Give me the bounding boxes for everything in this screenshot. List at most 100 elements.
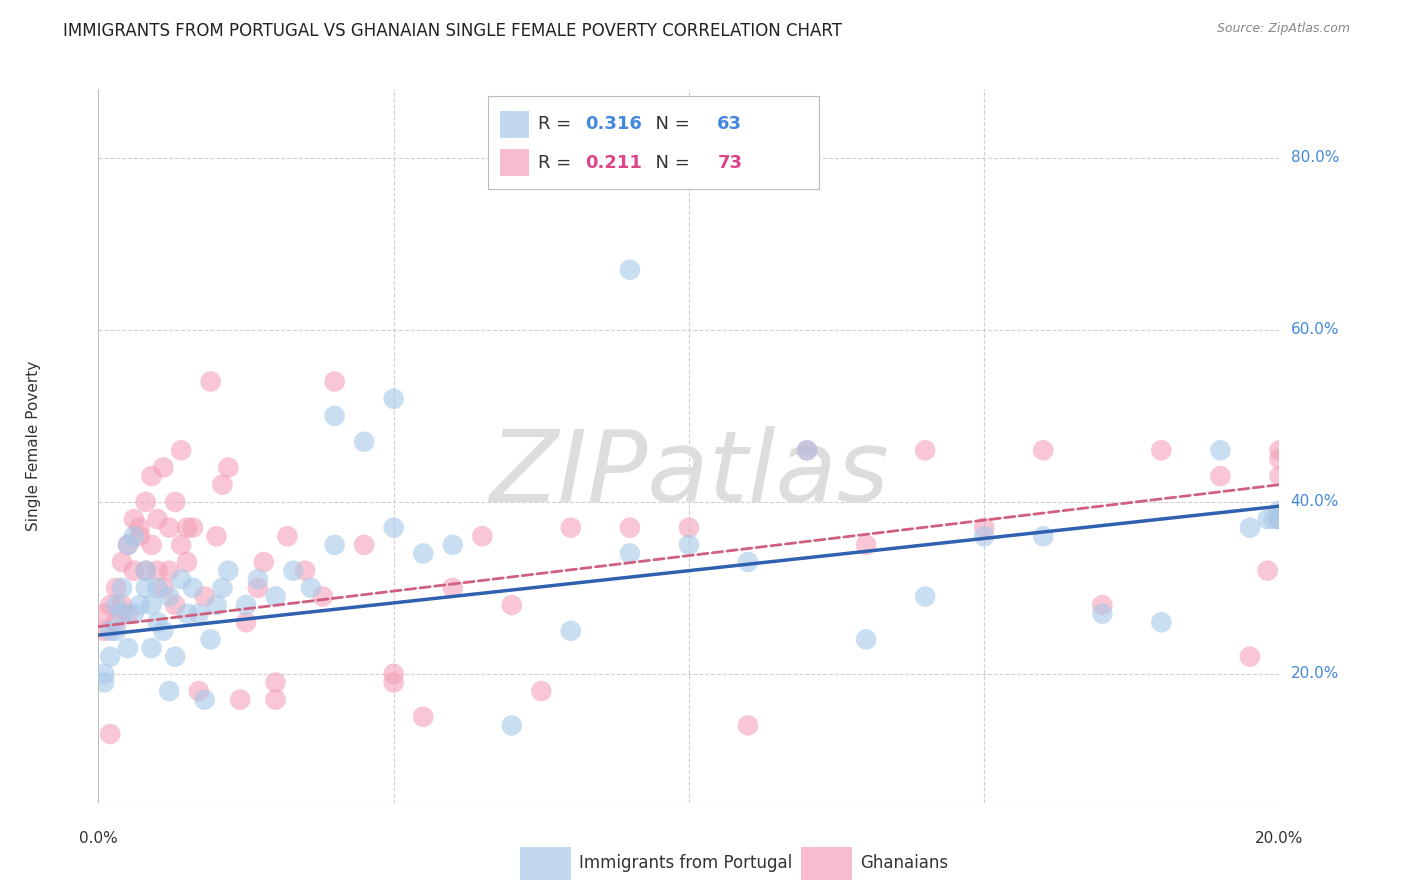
- Point: [796, 443, 818, 458]
- Point: [181, 521, 204, 535]
- Point: [135, 495, 157, 509]
- Text: 0.0%: 0.0%: [79, 831, 118, 847]
- Point: [276, 529, 298, 543]
- Point: [382, 675, 405, 690]
- Point: [128, 529, 150, 543]
- Point: [117, 538, 139, 552]
- FancyBboxPatch shape: [501, 111, 530, 137]
- Point: [855, 538, 877, 552]
- Point: [264, 590, 287, 604]
- Point: [737, 555, 759, 569]
- Point: [157, 564, 180, 578]
- Point: [152, 581, 174, 595]
- Point: [141, 469, 163, 483]
- Point: [93, 607, 115, 621]
- Point: [1268, 503, 1291, 517]
- Point: [973, 529, 995, 543]
- Point: [93, 624, 115, 638]
- Point: [382, 521, 405, 535]
- Point: [353, 434, 375, 449]
- Point: [122, 607, 145, 621]
- FancyBboxPatch shape: [488, 96, 818, 189]
- Point: [105, 624, 128, 638]
- Point: [323, 375, 346, 389]
- Point: [382, 392, 405, 406]
- Point: [105, 615, 128, 630]
- Point: [157, 521, 180, 535]
- Point: [1268, 469, 1291, 483]
- Point: [441, 581, 464, 595]
- Point: [111, 598, 134, 612]
- Point: [1091, 607, 1114, 621]
- Point: [1032, 529, 1054, 543]
- Point: [1257, 564, 1279, 578]
- Point: [128, 598, 150, 612]
- Point: [176, 555, 198, 569]
- Point: [1257, 512, 1279, 526]
- Point: [973, 521, 995, 535]
- Point: [200, 632, 222, 647]
- Point: [170, 572, 193, 586]
- Point: [135, 564, 157, 578]
- Point: [253, 555, 276, 569]
- Point: [93, 666, 115, 681]
- Point: [211, 581, 233, 595]
- Point: [146, 581, 169, 595]
- Point: [914, 590, 936, 604]
- Point: [1091, 598, 1114, 612]
- Point: [246, 572, 269, 586]
- Text: ZIPatlas: ZIPatlas: [489, 426, 889, 523]
- Point: [170, 538, 193, 552]
- Text: 40.0%: 40.0%: [1291, 494, 1339, 509]
- Point: [441, 538, 464, 552]
- Point: [312, 590, 335, 604]
- Point: [194, 692, 217, 706]
- Point: [200, 375, 222, 389]
- Point: [98, 624, 121, 638]
- Point: [560, 624, 582, 638]
- Point: [501, 718, 523, 732]
- Text: IMMIGRANTS FROM PORTUGAL VS GHANAIAN SINGLE FEMALE POVERTY CORRELATION CHART: IMMIGRANTS FROM PORTUGAL VS GHANAIAN SIN…: [63, 22, 842, 40]
- Point: [1032, 443, 1054, 458]
- Point: [93, 675, 115, 690]
- Text: N =: N =: [644, 115, 696, 133]
- Point: [796, 443, 818, 458]
- Point: [146, 615, 169, 630]
- Point: [678, 521, 700, 535]
- Point: [914, 443, 936, 458]
- Point: [217, 460, 239, 475]
- Text: R =: R =: [537, 153, 576, 171]
- Point: [264, 692, 287, 706]
- Text: Immigrants from Portugal: Immigrants from Portugal: [579, 855, 793, 872]
- Text: 60.0%: 60.0%: [1291, 322, 1339, 337]
- Point: [205, 529, 228, 543]
- Point: [229, 692, 252, 706]
- Text: 0.316: 0.316: [585, 115, 643, 133]
- Point: [1239, 649, 1261, 664]
- Point: [323, 409, 346, 423]
- Point: [98, 598, 121, 612]
- Point: [217, 564, 239, 578]
- Point: [152, 460, 174, 475]
- Point: [122, 512, 145, 526]
- Point: [1263, 512, 1285, 526]
- Point: [135, 581, 157, 595]
- Point: [176, 521, 198, 535]
- Point: [135, 564, 157, 578]
- Point: [211, 477, 233, 491]
- FancyBboxPatch shape: [501, 149, 530, 177]
- Point: [122, 529, 145, 543]
- Text: Single Female Poverty: Single Female Poverty: [25, 361, 41, 531]
- Point: [141, 641, 163, 656]
- Point: [187, 607, 209, 621]
- Point: [176, 607, 198, 621]
- Text: Ghanaians: Ghanaians: [860, 855, 949, 872]
- Point: [187, 684, 209, 698]
- Text: 20.0%: 20.0%: [1256, 831, 1303, 847]
- Point: [105, 581, 128, 595]
- Point: [165, 649, 187, 664]
- Point: [678, 538, 700, 552]
- Point: [152, 624, 174, 638]
- Text: Source: ZipAtlas.com: Source: ZipAtlas.com: [1216, 22, 1350, 36]
- Point: [619, 521, 641, 535]
